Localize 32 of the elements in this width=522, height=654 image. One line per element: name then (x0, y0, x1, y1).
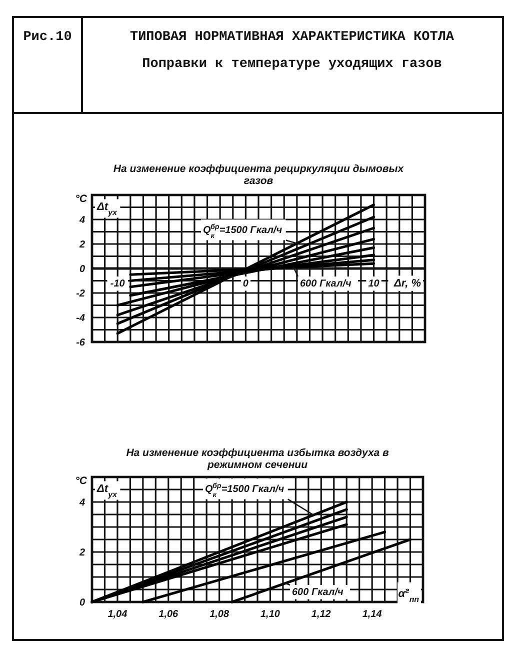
text: Рис.10 (23, 30, 72, 45)
y-axis-title: Δt$_{ух}$ (96, 483, 118, 498)
x-tick-label: 1,10 (260, 609, 280, 620)
y-tick-label: 2 (78, 548, 86, 558)
y-tick-label: 0 (79, 598, 86, 608)
x-tick-label: 10 (368, 278, 380, 290)
chart-title: На изменение коэффициента рециркуляции дымовых газов (113, 163, 405, 187)
y-tick-label: 4 (78, 215, 86, 226)
series-label: 600 Гкал/ч (300, 278, 352, 290)
text: °C (75, 193, 88, 205)
text: °C (75, 475, 88, 487)
x-tick-label: 0 (242, 278, 249, 290)
series-label: 600 Гкал/ч (292, 587, 344, 598)
chart-title: На изменение коэффициента избытка воздуха в режимном сечении (126, 447, 390, 471)
y-tick-label: -4 (76, 313, 86, 324)
y-tick-label: -2 (76, 288, 86, 300)
y-tick-label: 4 (78, 498, 86, 508)
x-tick-label: 1,04 (108, 609, 128, 620)
series-label: Q$_{к}$$^{бр}$=1500 Гкал/ч (203, 222, 282, 240)
x-tick-label: 1,12 (311, 609, 332, 620)
x-tick-label: -10 (110, 278, 126, 290)
text: ТИПОВАЯ НОРМАТИВНАЯ ХАРАКТЕРИСТИКА КОТЛА (130, 30, 455, 45)
x-axis-title: Δr, % (393, 278, 422, 290)
y-tick-label: -6 (76, 338, 86, 348)
x-tick-label: 1,08 (210, 609, 230, 620)
x-tick-label: 1,06 (158, 609, 179, 620)
text: Q$_{к}$$^{бр}$=1500 Гкал/ч (205, 480, 284, 498)
y-axis-title: Δt$_{ух}$ (96, 201, 118, 216)
y-tick-label: 0 (79, 264, 86, 275)
text: Поправки к температуре уходящих газов (142, 57, 442, 72)
y-tick-label: 2 (78, 240, 86, 250)
x-tick-label: 1,14 (362, 609, 382, 620)
